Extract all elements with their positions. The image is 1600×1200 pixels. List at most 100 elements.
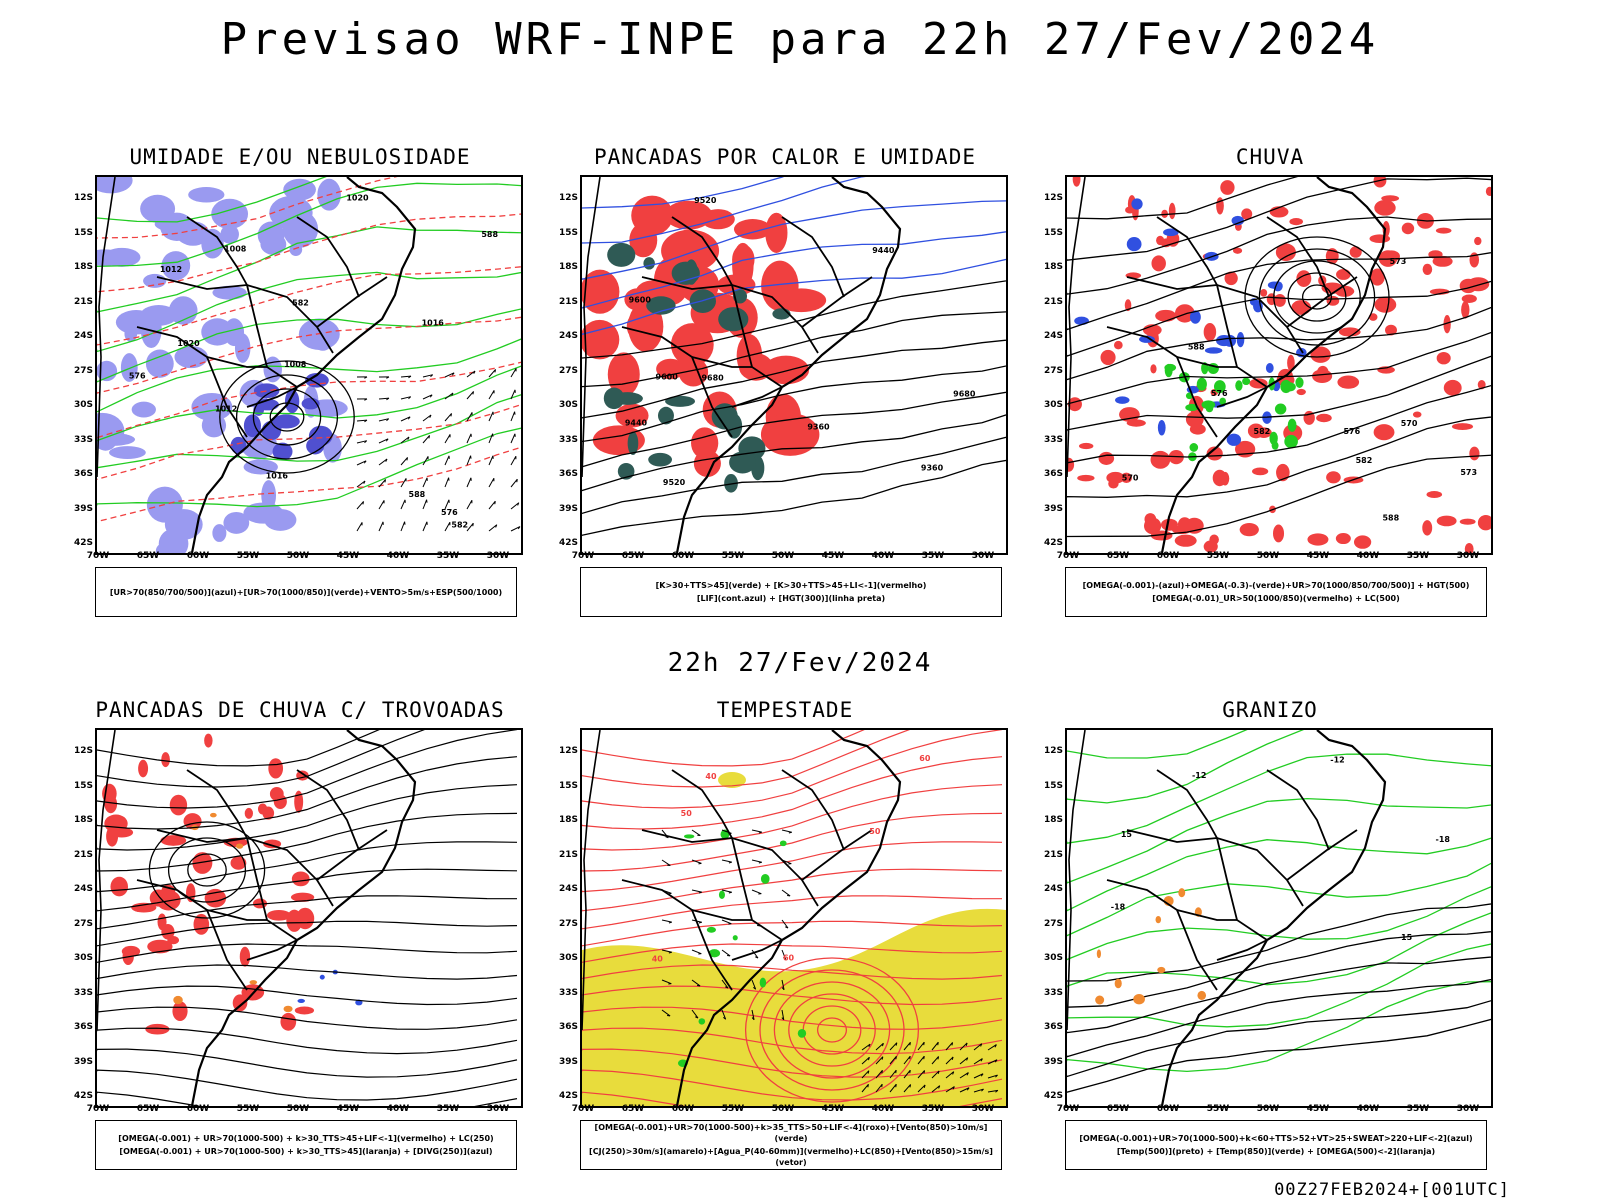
state-border (1176, 909, 1237, 921)
wind-vector (889, 1042, 898, 1051)
lat-tick-label: 27S (558, 918, 578, 929)
lon-tick-label: 55W (236, 1104, 260, 1114)
low-pressure (219, 360, 355, 474)
wind-vector-head (868, 1043, 871, 1048)
wind-vector (510, 478, 518, 488)
jet-core (718, 772, 746, 788)
omega-rain-cell (1212, 469, 1227, 487)
humid-upper-cell (212, 524, 227, 542)
streamline (582, 730, 910, 788)
vento850-cell (706, 926, 717, 933)
storm-cells-cell (110, 876, 129, 897)
wind-vector (945, 1086, 955, 1093)
omega-rain-cell (1422, 520, 1433, 536)
omega-rain-cell (1150, 530, 1173, 541)
temp850-line (1067, 730, 1248, 759)
omega-rain-cell (1477, 515, 1491, 531)
li-cells-cell (776, 288, 827, 313)
k-tts-cells-cell (648, 452, 672, 467)
temp850-line (1067, 730, 1305, 804)
lat-tick-label: 15S (1043, 780, 1063, 791)
omega-rain-cell (1291, 300, 1312, 315)
wind-vector-head (363, 460, 367, 464)
wind-vector-head (937, 1042, 939, 1046)
vento850-cell (797, 1029, 807, 1038)
wind-vector-head (472, 523, 474, 527)
streamline (582, 1069, 1003, 1101)
omega-rain-cell (1168, 202, 1176, 220)
contour-label: 9520 (694, 196, 717, 205)
cyclone (744, 957, 920, 1103)
omega-rain-cell (1461, 301, 1470, 319)
storm-cells-cell (291, 871, 310, 887)
lat-tick-label: 30S (73, 400, 93, 410)
storm-cells-cell (172, 1001, 188, 1022)
contour-label: 1016 (266, 471, 289, 480)
lat-tick-label: 33S (558, 434, 578, 445)
storm-cells-cell (290, 892, 315, 902)
lif-line (582, 177, 866, 244)
streamline (97, 1006, 518, 1030)
map-area (95, 728, 523, 1108)
wind-vector (400, 396, 411, 400)
humid-upper-cell (201, 318, 234, 346)
lon-tick-label: 50W (1256, 1104, 1280, 1114)
temp500-line (1067, 956, 1491, 1034)
wind-vector (356, 460, 367, 466)
contour-label: 570 (1122, 473, 1139, 482)
wind-vector (917, 1041, 925, 1051)
lon-tick-label: 30W (1456, 551, 1480, 561)
state-border (731, 939, 783, 961)
humid-core-cell (284, 389, 300, 414)
wind-vector-head (895, 1042, 898, 1046)
coastline-west (1067, 177, 1086, 478)
wind-vector (444, 477, 450, 488)
contour-label: 9440 (872, 246, 895, 255)
wind-vector-head (966, 1087, 970, 1091)
temp500-line (1067, 1018, 1491, 1093)
wind-vector (510, 411, 516, 422)
lon-tick-label: 55W (1206, 1104, 1230, 1114)
wind-vector (691, 859, 702, 864)
streamline (97, 1091, 518, 1106)
panel-trovoadas: PANCADAS DE CHUVA C/ TROVOADAS [OMEGA(-0… (65, 698, 535, 1178)
wind-vector-head (980, 1043, 983, 1047)
lat-tick-label: 18S (1043, 815, 1063, 825)
lat-tick-label: 21S (73, 849, 93, 860)
omega500-cell (1133, 994, 1145, 1005)
state-border (691, 909, 752, 921)
wind-vector (444, 522, 451, 532)
wind-vector (781, 889, 791, 897)
anticyclone-ring (167, 837, 247, 903)
map-area: 588 588 582 582 576 576 573 573 570 570 (1065, 175, 1493, 555)
streamline (582, 964, 1003, 980)
omega-rain-cell (1435, 227, 1452, 234)
lat-tick-label: 39S (73, 503, 93, 514)
streamline (97, 1048, 518, 1078)
lon-tick-label: 55W (1206, 551, 1230, 561)
contour-label: 570 (1401, 419, 1418, 428)
li-cells-cell (691, 427, 719, 459)
temp500-line (1067, 1000, 1491, 1078)
state-border (1176, 356, 1237, 368)
wind-vector-head (408, 396, 412, 400)
contour-label: 573 (1390, 257, 1407, 266)
lon-tick-label: 60W (1156, 1104, 1180, 1114)
lat-tick-label: 33S (1043, 434, 1063, 445)
omega-blue-cell (1157, 420, 1166, 436)
thickness-line (97, 403, 521, 480)
wind-vector (466, 391, 474, 400)
wind-vector-head (384, 479, 387, 483)
omega-rain-cell (1174, 534, 1197, 547)
humid-upper-cell (145, 349, 174, 378)
section-title: 22h 27/Fev/2024 (667, 648, 933, 678)
lat-tick-label: 15S (73, 780, 93, 791)
coastline-borders (582, 730, 902, 1106)
omega-rain-cell (1401, 222, 1415, 235)
wind-vector-head (881, 1084, 883, 1088)
state-border (781, 216, 845, 298)
streamline (582, 943, 1003, 963)
omega-green-cell (1164, 363, 1177, 372)
run-footer: 00Z27FEB2024+[001UTC] (1274, 1180, 1510, 1200)
contour-label: 1012 (215, 405, 237, 414)
